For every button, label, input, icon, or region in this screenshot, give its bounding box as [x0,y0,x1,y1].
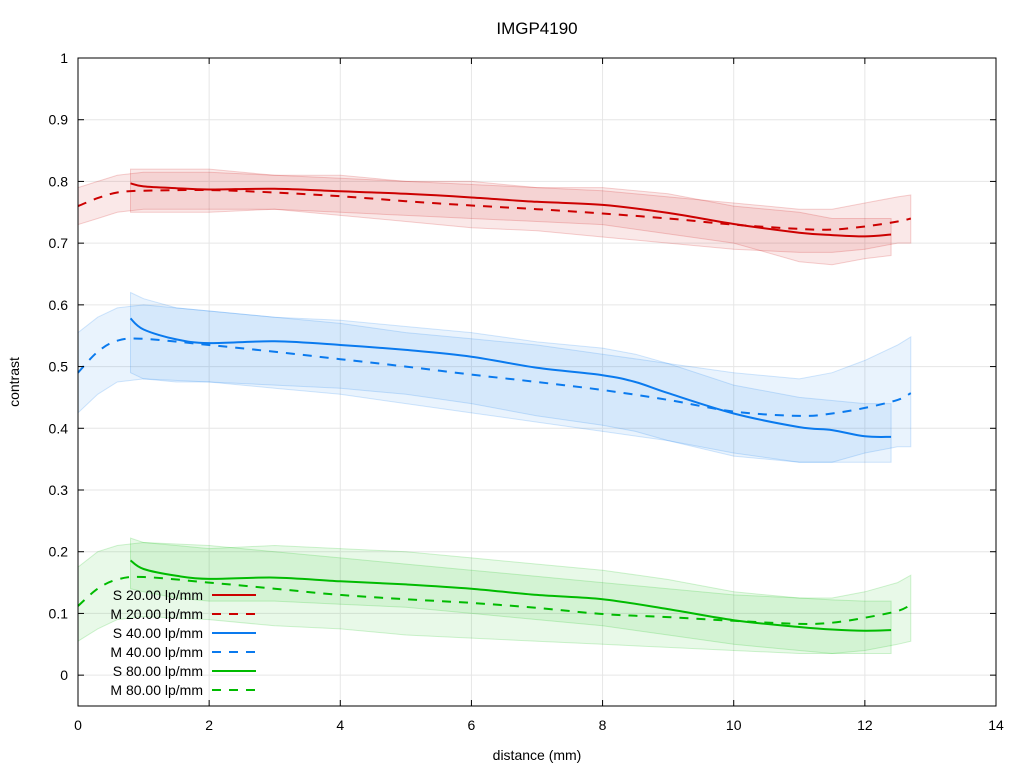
y-tick-label: 0.1 [49,605,69,621]
x-tick-label: 0 [74,717,82,733]
y-axis-label: contrast [6,357,22,407]
s-80-00-lp-mm-line [129,559,892,632]
m-40-00-lp-mm-band [77,304,912,463]
x-tick-label: 4 [336,717,344,733]
legend-label-m-40-00-lp-mm: M 40.00 lp/mm [110,644,203,660]
chart-title: IMGP4190 [496,19,577,38]
m-40-00-lp-mm-line [77,337,912,417]
x-tick-label: 6 [468,717,476,733]
y-tick-label: 0.3 [49,482,69,498]
m-80-00-lp-mm-band [77,541,912,654]
s-20-00-lp-mm-band [130,168,892,266]
confidence-bands [77,168,912,654]
s-40-00-lp-mm-line [129,317,892,438]
y-tick-label: 0.7 [49,235,69,251]
y-tick-label: 0.6 [49,297,69,313]
y-tick-label: 0.9 [49,112,69,128]
y-tick-label: 1 [60,50,68,66]
x-tick-label: 12 [857,717,873,733]
y-tick-label: 0.8 [49,173,69,189]
s-80-00-lp-mm-band [130,537,892,654]
m-80-00-lp-mm-line [77,575,912,625]
axis-ticks: 0 2 4 6 8 10 12 14 0 0.1 0.2 0.3 0.4 0.5 0.6 0.7 0.8 0.9 1 [49,50,1004,733]
legend: S 20.00 lp/mm M 20.00 lp/mm S 40.00 lp/mm M… [110,587,256,698]
plot-frame [77,57,997,707]
x-tick-label: 10 [726,717,742,733]
series-lines [77,182,912,632]
x-axis-label: distance (mm) [493,747,582,763]
x-tick-label: 14 [988,717,1004,733]
legend-label-s-80-00-lp-mm: S 80.00 lp/mm [113,663,203,679]
x-tick-label: 8 [599,717,607,733]
legend-label-s-40-00-lp-mm: S 40.00 lp/mm [113,625,203,641]
y-tick-label: 0.5 [49,359,69,375]
legend-label-m-80-00-lp-mm: M 80.00 lp/mm [110,682,203,698]
y-tick-label: 0.2 [49,544,69,560]
legend-label-s-20-00-lp-mm: S 20.00 lp/mm [113,587,203,603]
s-40-00-lp-mm-band [130,291,892,463]
m-20-00-lp-mm-line [77,189,912,231]
x-tick-label: 2 [205,717,213,733]
legend-label-m-20-00-lp-mm: M 20.00 lp/mm [110,606,203,622]
y-tick-label: 0.4 [49,420,69,436]
y-tick-label: 0 [60,667,68,683]
